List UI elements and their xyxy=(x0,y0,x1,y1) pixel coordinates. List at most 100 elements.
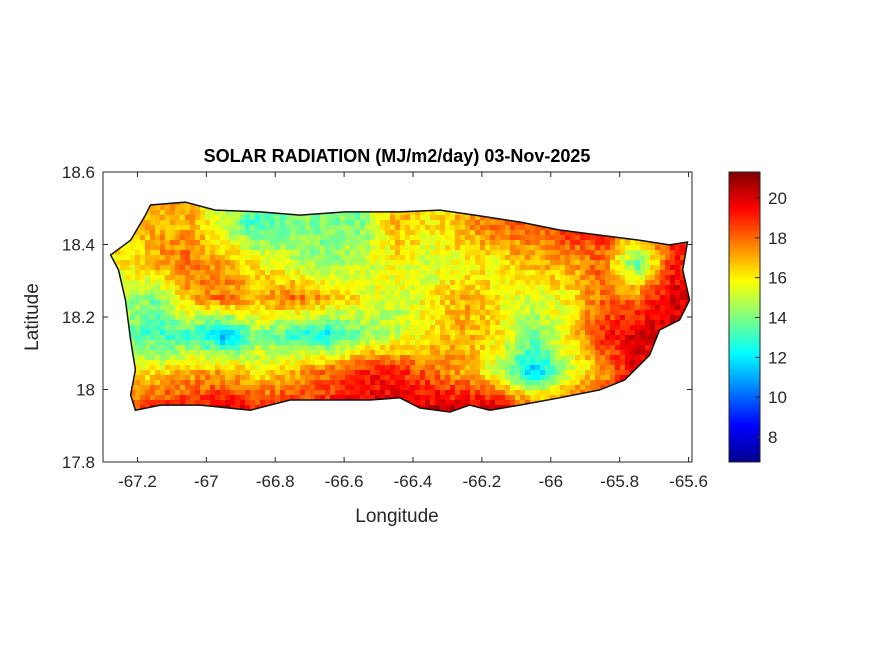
field-cell xyxy=(500,315,506,321)
field-cell xyxy=(185,310,191,316)
field-cell xyxy=(240,385,246,391)
field-cell xyxy=(390,325,396,331)
field-cell xyxy=(270,335,276,341)
field-cell xyxy=(255,355,261,361)
field-cell xyxy=(270,315,276,321)
field-cell xyxy=(490,330,496,336)
field-cell xyxy=(645,325,651,331)
field-cell xyxy=(420,245,426,251)
field-cell xyxy=(150,270,156,276)
field-cell xyxy=(245,315,251,321)
field-cell xyxy=(385,390,391,396)
field-cell xyxy=(660,255,666,261)
field-cell xyxy=(170,250,176,256)
field-cell xyxy=(205,265,211,271)
field-cell xyxy=(185,290,191,296)
field-cell xyxy=(560,385,566,391)
field-cell xyxy=(180,360,186,366)
field-cell xyxy=(175,335,181,341)
field-cell xyxy=(605,305,611,311)
field-cell xyxy=(385,290,391,296)
field-cell xyxy=(485,255,491,261)
field-cell xyxy=(395,355,401,361)
field-cell xyxy=(250,245,256,251)
field-cell xyxy=(400,295,406,301)
field-cell xyxy=(260,260,266,266)
field-cell xyxy=(445,250,451,256)
field-cell xyxy=(210,280,216,286)
field-cell xyxy=(505,330,511,336)
field-cell xyxy=(250,315,256,321)
field-cell xyxy=(545,335,551,341)
field-cell xyxy=(245,395,251,401)
field-cell xyxy=(250,290,256,296)
field-cell xyxy=(325,320,331,326)
field-cell xyxy=(195,370,201,376)
field-cell xyxy=(545,305,551,311)
field-cell xyxy=(145,295,151,301)
field-cell xyxy=(505,350,511,356)
field-cell xyxy=(135,340,141,346)
field-cell xyxy=(165,400,171,406)
field-cell xyxy=(350,300,356,306)
field-cell xyxy=(505,325,511,331)
field-cell xyxy=(150,285,156,291)
field-cell xyxy=(585,280,591,286)
field-cell xyxy=(180,340,186,346)
field-cell xyxy=(535,295,541,301)
field-cell xyxy=(340,340,346,346)
field-cell xyxy=(160,400,166,406)
field-cell xyxy=(330,380,336,386)
field-cell xyxy=(500,355,506,361)
field-cell xyxy=(415,225,421,231)
field-cell xyxy=(285,395,291,401)
field-cell xyxy=(535,305,541,311)
field-cell xyxy=(220,285,226,291)
field-cell xyxy=(545,255,551,261)
field-cell xyxy=(380,250,386,256)
field-cell xyxy=(385,245,391,251)
field-cell xyxy=(150,355,156,361)
field-cell xyxy=(465,350,471,356)
field-cell xyxy=(475,300,481,306)
field-cell xyxy=(220,235,226,241)
field-cell xyxy=(600,280,606,286)
field-cell xyxy=(485,290,491,296)
field-cell xyxy=(225,320,231,326)
field-cell xyxy=(420,270,426,276)
field-cell xyxy=(445,260,451,266)
field-cell xyxy=(455,360,461,366)
field-cell xyxy=(355,350,361,356)
field-cell xyxy=(340,315,346,321)
field-cell xyxy=(445,305,451,311)
field-cell xyxy=(605,335,611,341)
field-cell xyxy=(345,395,351,401)
field-cell xyxy=(210,345,216,351)
field-cell xyxy=(460,355,466,361)
field-cell xyxy=(310,295,316,301)
field-cell xyxy=(410,400,416,406)
field-cell xyxy=(440,385,446,391)
field-cell xyxy=(570,290,576,296)
field-cell xyxy=(310,320,316,326)
field-cell xyxy=(255,240,261,246)
field-cell xyxy=(280,330,286,336)
field-cell xyxy=(430,265,436,271)
field-cell xyxy=(275,260,281,266)
field-cell xyxy=(270,345,276,351)
field-cell xyxy=(335,290,341,296)
field-cell xyxy=(600,340,606,346)
field-cell xyxy=(420,325,426,331)
field-cell xyxy=(310,285,316,291)
field-cell xyxy=(320,250,326,256)
field-cell xyxy=(365,315,371,321)
field-cell xyxy=(455,250,461,256)
field-cell xyxy=(425,400,431,406)
field-cell xyxy=(230,340,236,346)
field-cell xyxy=(570,260,576,266)
field-cell xyxy=(415,370,421,376)
field-cell xyxy=(405,225,411,231)
field-cell xyxy=(455,330,461,336)
field-cell xyxy=(330,305,336,311)
field-cell xyxy=(305,295,311,301)
